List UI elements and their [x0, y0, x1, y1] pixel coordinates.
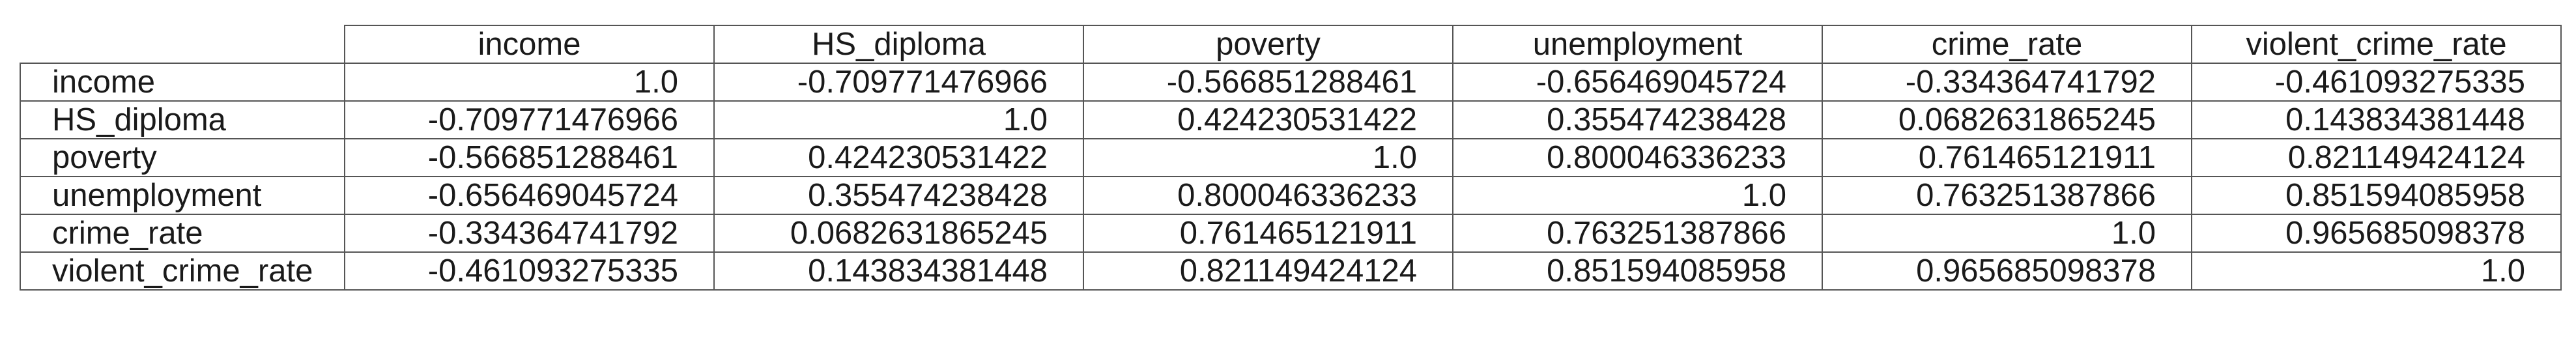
correlation-table: income HS_diploma poverty unemployment c… — [20, 25, 2562, 291]
table-cell: 0.821149424124 — [1083, 251, 1453, 291]
table-cell: 0.355474238428 — [1452, 100, 1823, 139]
table-cell: 0.143834381448 — [2191, 100, 2562, 139]
table-row: HS_diploma -0.709771476966 1.0 0.4242305… — [20, 100, 2562, 139]
table-cell: 1.0 — [1822, 214, 2192, 253]
table-cell: -0.656469045724 — [1452, 63, 1823, 102]
column-header: violent_crime_rate — [2191, 25, 2562, 64]
table-cell: 1.0 — [344, 63, 715, 102]
table-cell: 0.355474238428 — [713, 176, 1084, 215]
table-cell: 0.761465121911 — [1822, 138, 2192, 177]
table-cell: 1.0 — [713, 100, 1084, 139]
row-label: poverty — [20, 138, 345, 177]
table-row: unemployment -0.656469045724 0.355474238… — [20, 176, 2562, 215]
table-cell: -0.656469045724 — [344, 176, 715, 215]
header-row: income HS_diploma poverty unemployment c… — [20, 25, 2562, 64]
column-header: poverty — [1083, 25, 1453, 64]
table-row: poverty -0.566851288461 0.424230531422 1… — [20, 138, 2562, 177]
column-header: income — [344, 25, 715, 64]
table-cell: -0.461093275335 — [344, 251, 715, 291]
table-cell: -0.709771476966 — [344, 100, 715, 139]
column-header: unemployment — [1452, 25, 1823, 64]
row-label: unemployment — [20, 176, 345, 215]
table-cell: 0.821149424124 — [2191, 138, 2562, 177]
table-cell: -0.566851288461 — [344, 138, 715, 177]
table-cell: -0.709771476966 — [713, 63, 1084, 102]
table-cell: 0.763251387866 — [1822, 176, 2192, 215]
row-label: crime_rate — [20, 214, 345, 253]
table-cell: 0.424230531422 — [713, 138, 1084, 177]
table-cell: 0.761465121911 — [1083, 214, 1453, 253]
table-cell: 1.0 — [1083, 138, 1453, 177]
table-cell: 1.0 — [1452, 176, 1823, 215]
row-label: violent_crime_rate — [20, 251, 345, 291]
table-cell: 0.0682631865245 — [713, 214, 1084, 253]
column-header: HS_diploma — [713, 25, 1084, 64]
corner-cell — [20, 25, 345, 64]
table-cell: 0.763251387866 — [1452, 214, 1823, 253]
table-cell: 0.800046336233 — [1083, 176, 1453, 215]
table-row: crime_rate -0.334364741792 0.06826318652… — [20, 214, 2562, 253]
table-cell: -0.334364741792 — [344, 214, 715, 253]
table-row: income 1.0 -0.709771476966 -0.5668512884… — [20, 63, 2562, 102]
table-cell: -0.566851288461 — [1083, 63, 1453, 102]
table-cell: 0.800046336233 — [1452, 138, 1823, 177]
correlation-table-container: income HS_diploma poverty unemployment c… — [20, 25, 2562, 291]
table-cell: -0.461093275335 — [2191, 63, 2562, 102]
table-cell: 0.851594085958 — [2191, 176, 2562, 215]
table-cell: 1.0 — [2191, 251, 2562, 291]
table-cell: 0.851594085958 — [1452, 251, 1823, 291]
table-cell: 0.965685098378 — [2191, 214, 2562, 253]
table-cell: 0.143834381448 — [713, 251, 1084, 291]
row-label: income — [20, 63, 345, 102]
column-header: crime_rate — [1822, 25, 2192, 64]
table-cell: 0.424230531422 — [1083, 100, 1453, 139]
table-cell: -0.334364741792 — [1822, 63, 2192, 102]
table-cell: 0.965685098378 — [1822, 251, 2192, 291]
table-row: violent_crime_rate -0.461093275335 0.143… — [20, 251, 2562, 291]
table-cell: 0.0682631865245 — [1822, 100, 2192, 139]
row-label: HS_diploma — [20, 100, 345, 139]
